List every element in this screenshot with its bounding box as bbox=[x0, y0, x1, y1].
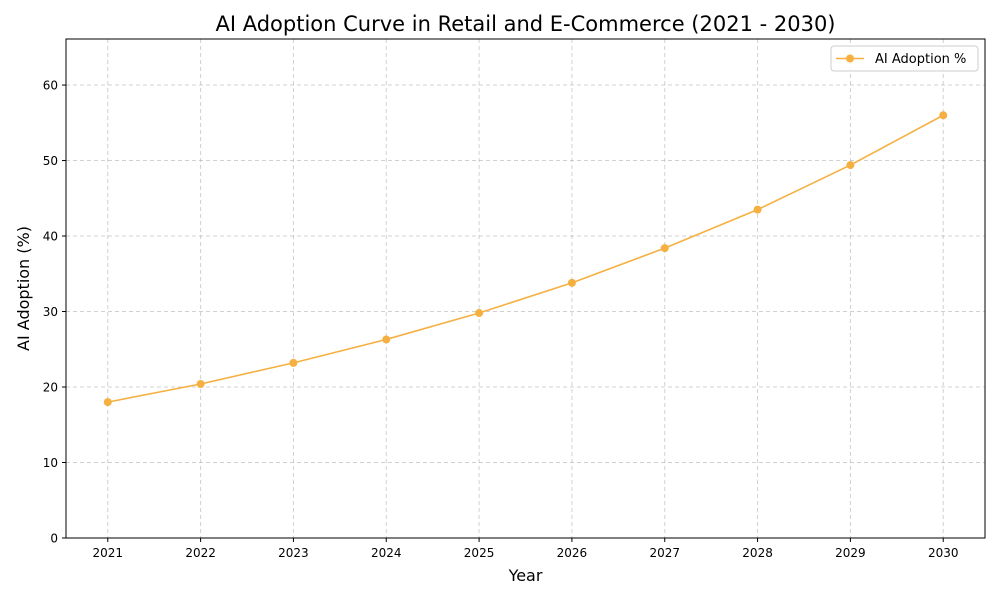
x-tick-label: 2023 bbox=[278, 546, 309, 560]
x-axis-ticks: 2021 2022 2023 2024 2025 2026 2027 2028 2029 2030 bbox=[92, 538, 959, 560]
y-tick-label: 30 bbox=[43, 305, 58, 319]
legend: AI Adoption % bbox=[830, 45, 979, 72]
data-point-2021 bbox=[103, 398, 112, 407]
data-point-2024 bbox=[382, 335, 391, 344]
x-tick-label: 2029 bbox=[835, 546, 866, 560]
y-tick-label: 40 bbox=[43, 230, 58, 244]
y-axis-label: AI Adoption (%) bbox=[14, 226, 33, 351]
x-tick-label: 2028 bbox=[742, 546, 773, 560]
legend-marker bbox=[846, 54, 854, 63]
x-tick-label: 2025 bbox=[464, 546, 495, 560]
x-tick-label: 2030 bbox=[928, 546, 959, 560]
x-axis-label: Year bbox=[508, 566, 543, 585]
y-tick-label: 10 bbox=[43, 456, 58, 470]
x-tick-label: 2026 bbox=[557, 546, 588, 560]
data-point-2027 bbox=[660, 244, 669, 253]
legend-label: AI Adoption % bbox=[875, 52, 966, 67]
data-point-2028 bbox=[753, 205, 762, 214]
data-point-2025 bbox=[475, 309, 484, 318]
y-axis-ticks: 0 10 20 30 40 50 60 bbox=[43, 79, 66, 546]
series-group bbox=[103, 111, 948, 407]
legend-box bbox=[830, 45, 979, 72]
y-tick-label: 60 bbox=[43, 79, 58, 93]
data-point-2026 bbox=[567, 278, 576, 287]
y-tick-label: 50 bbox=[43, 154, 58, 168]
x-tick-label: 2027 bbox=[649, 546, 680, 560]
plot-frame bbox=[65, 38, 986, 539]
data-point-2022 bbox=[196, 379, 205, 388]
data-point-2023 bbox=[289, 358, 298, 367]
data-point-2029 bbox=[846, 161, 855, 170]
data-point-2030 bbox=[939, 111, 948, 120]
series-line bbox=[107, 114, 944, 403]
y-tick-label: 0 bbox=[50, 532, 58, 546]
x-tick-label: 2024 bbox=[371, 546, 402, 560]
x-tick-label: 2022 bbox=[185, 546, 216, 560]
y-tick-label: 20 bbox=[43, 381, 58, 395]
chart-title: AI Adoption Curve in Retail and E-Commer… bbox=[216, 12, 836, 36]
x-tick-label: 2021 bbox=[92, 546, 123, 560]
grid bbox=[66, 39, 985, 539]
